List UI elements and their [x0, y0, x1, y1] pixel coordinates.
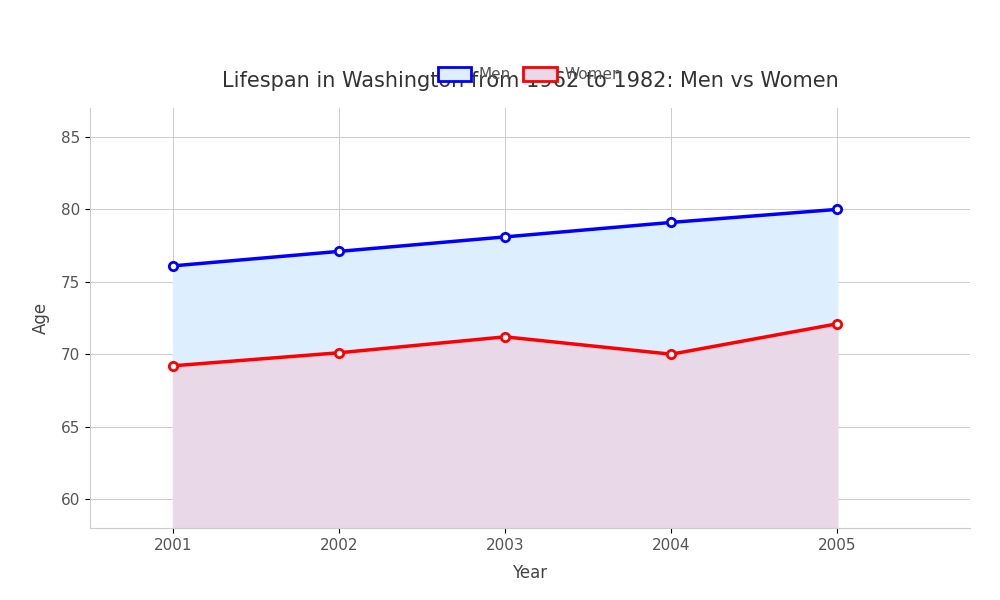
Y-axis label: Age: Age	[32, 302, 50, 334]
Title: Lifespan in Washington from 1962 to 1982: Men vs Women: Lifespan in Washington from 1962 to 1982…	[222, 71, 838, 91]
Legend: Men, Women: Men, Women	[432, 61, 628, 88]
X-axis label: Year: Year	[512, 564, 548, 582]
